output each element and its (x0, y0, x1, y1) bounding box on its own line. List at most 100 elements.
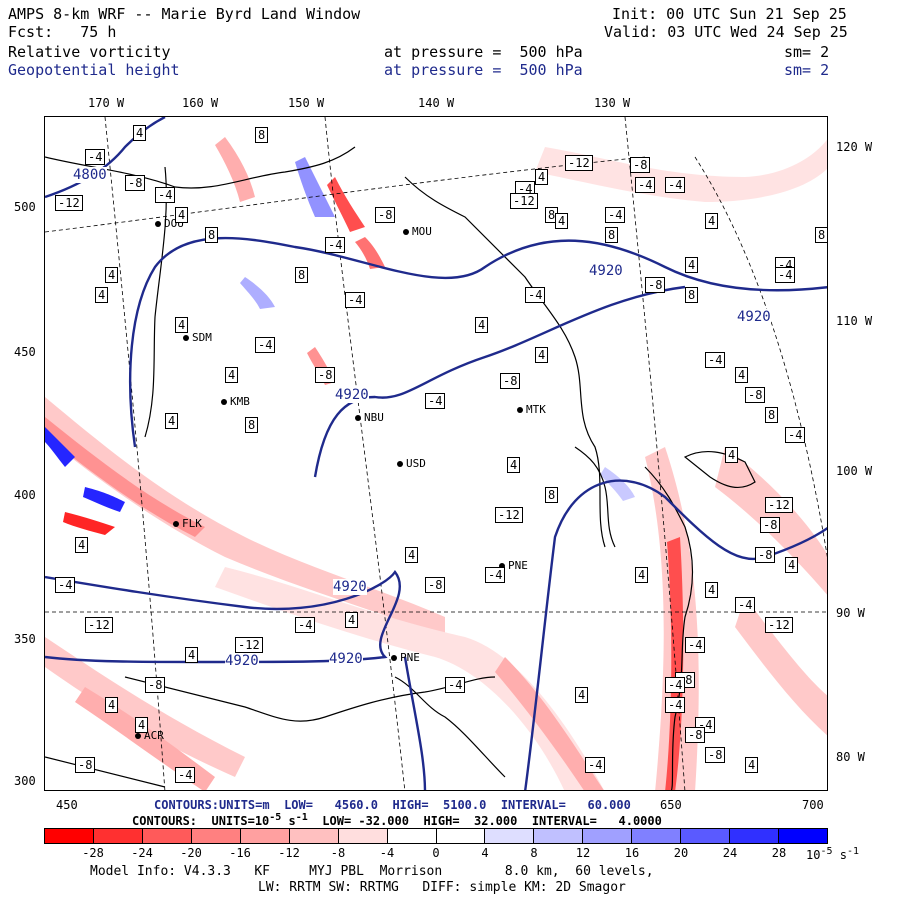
vorticity-label: -4 (685, 637, 706, 653)
map-title: AMPS 8-km WRF -- Marie Byrd Land Window (8, 5, 361, 23)
vorticity-label: -8 (745, 387, 766, 403)
colorbar-tick-label: 8 (530, 846, 538, 860)
vorticity-label: -12 (765, 617, 793, 633)
bottom-grid-label: 450 (56, 798, 78, 812)
vorticity-label: -4 (665, 697, 686, 713)
vorticity-label: -8 (760, 517, 781, 533)
colorbar-tick-label: -24 (131, 846, 153, 860)
gh-contour-label: 4920 (225, 653, 259, 669)
vorticity-label: -4 (55, 577, 76, 593)
vorticity-label: 8 (205, 227, 219, 243)
top-lon-label: 170 W (88, 96, 125, 110)
station-marker: USD (397, 457, 426, 470)
colorbar-tick-label: 4 (481, 846, 489, 860)
field1-level: at pressure = 500 hPa (384, 43, 583, 61)
vorticity-label: 4 (555, 213, 569, 229)
colorbar-cell (632, 829, 682, 843)
vorticity-label: 4 (175, 207, 189, 223)
vorticity-label: 4 (95, 287, 109, 303)
vorticity-label: -4 (445, 677, 466, 693)
vorticity-label: -4 (665, 677, 686, 693)
vorticity-label: 4 (475, 317, 489, 333)
gh-contour-label: 4920 (335, 387, 369, 403)
vorticity-label: 4 (135, 717, 149, 733)
vorticity-label: -4 (255, 337, 276, 353)
vorticity-label: 4 (745, 757, 759, 773)
top-lon-label: 150 W (288, 96, 325, 110)
vorticity-label: -4 (585, 757, 606, 773)
right-lon-label: 90 W (836, 606, 865, 620)
vorticity-label: 4 (507, 457, 521, 473)
field1-smoothing: sm= 2 (784, 43, 830, 61)
right-lon-label: 100 W (836, 464, 873, 478)
colorbar-tick-label: -8 (330, 846, 346, 860)
vorticity-label: -4 (785, 427, 806, 443)
vorticity-label: -4 (85, 149, 106, 165)
colorbar-tick-label: 20 (673, 846, 689, 860)
vorticity-label: -12 (55, 195, 83, 211)
colorbar-tick-label: -28 (82, 846, 104, 860)
colorbar-tick-label: -12 (278, 846, 300, 860)
vorticity-label: -4 (345, 292, 366, 308)
colorbar-cell (45, 829, 94, 843)
colorbar-cell (534, 829, 584, 843)
valid-time: Valid: 03 UTC Wed 24 Sep 25 (604, 23, 848, 41)
vorticity-label: 8 (245, 417, 259, 433)
vorticity-label: -12 (765, 497, 793, 513)
vorticity-label: 4 (75, 537, 89, 553)
gh-contour-label: 4800 (73, 167, 107, 183)
vorticity-label: 4 (535, 347, 549, 363)
colorbar-cell (681, 829, 731, 843)
colorbar-tick-label: 0 (432, 846, 440, 860)
colorbar-cell (583, 829, 633, 843)
vorticity-label: -8 (500, 373, 521, 389)
vorticity-label: -8 (145, 677, 166, 693)
top-lon-label: 130 W (594, 96, 631, 110)
station-marker: KMB (221, 395, 250, 408)
colorbar-cell (338, 829, 388, 843)
vorticity-label: -4 (775, 267, 796, 283)
vorticity-label: -8 (685, 727, 706, 743)
station-marker: MTK (517, 403, 546, 416)
vorticity-label: -4 (325, 237, 346, 253)
colorbar-tick-label: -16 (229, 846, 251, 860)
vorticity-label: 8 (605, 227, 619, 243)
vorticity-label: -12 (510, 193, 538, 209)
vorticity-label: 4 (785, 557, 799, 573)
colorbar-cell (142, 829, 192, 843)
vorticity-label: 4 (685, 257, 699, 273)
colorbar-units: 10-5 s-1 (806, 846, 859, 862)
gh-contour-label: 4920 (329, 651, 363, 667)
left-grid-label: 300 (14, 774, 36, 788)
colorbar-tick-label: 24 (722, 846, 738, 860)
gh-contour-label: 4920 (737, 309, 771, 325)
bottom-grid-label: 700 (802, 798, 824, 812)
left-grid-label: 500 (14, 200, 36, 214)
vorticity-label: 4 (705, 582, 719, 598)
colorbar-cell (191, 829, 241, 843)
station-marker: ACR (135, 729, 164, 742)
vorticity-label: 4 (535, 169, 549, 185)
colorbar-cell (436, 829, 486, 843)
vorticity-label: -4 (175, 767, 196, 783)
top-lon-label: 160 W (182, 96, 219, 110)
vorticity-label: 8 (765, 407, 779, 423)
colorbar-tick-label: 16 (624, 846, 640, 860)
vorticity-label: 4 (105, 267, 119, 283)
colorbar-cell (485, 829, 535, 843)
vorticity-label: -8 (705, 747, 726, 763)
colorbar-cell (730, 829, 780, 843)
vorticity-label: -12 (235, 637, 263, 653)
station-marker: FLK (173, 517, 202, 530)
colorbar-cell (779, 829, 827, 843)
vorticity-label: 4 (225, 367, 239, 383)
vorticity-label: 4 (345, 612, 359, 628)
right-lon-label: 80 W (836, 750, 865, 764)
right-lon-label: 110 W (836, 314, 873, 328)
vorticity-label: 4 (725, 447, 739, 463)
model-info: Model Info: V4.3.3 KF MYJ PBL Morrison 8… (90, 864, 654, 879)
vorticity-label: -8 (315, 367, 336, 383)
left-grid-label: 400 (14, 488, 36, 502)
vorticity-label: 4 (185, 647, 199, 663)
right-lon-label: 120 W (836, 140, 873, 154)
